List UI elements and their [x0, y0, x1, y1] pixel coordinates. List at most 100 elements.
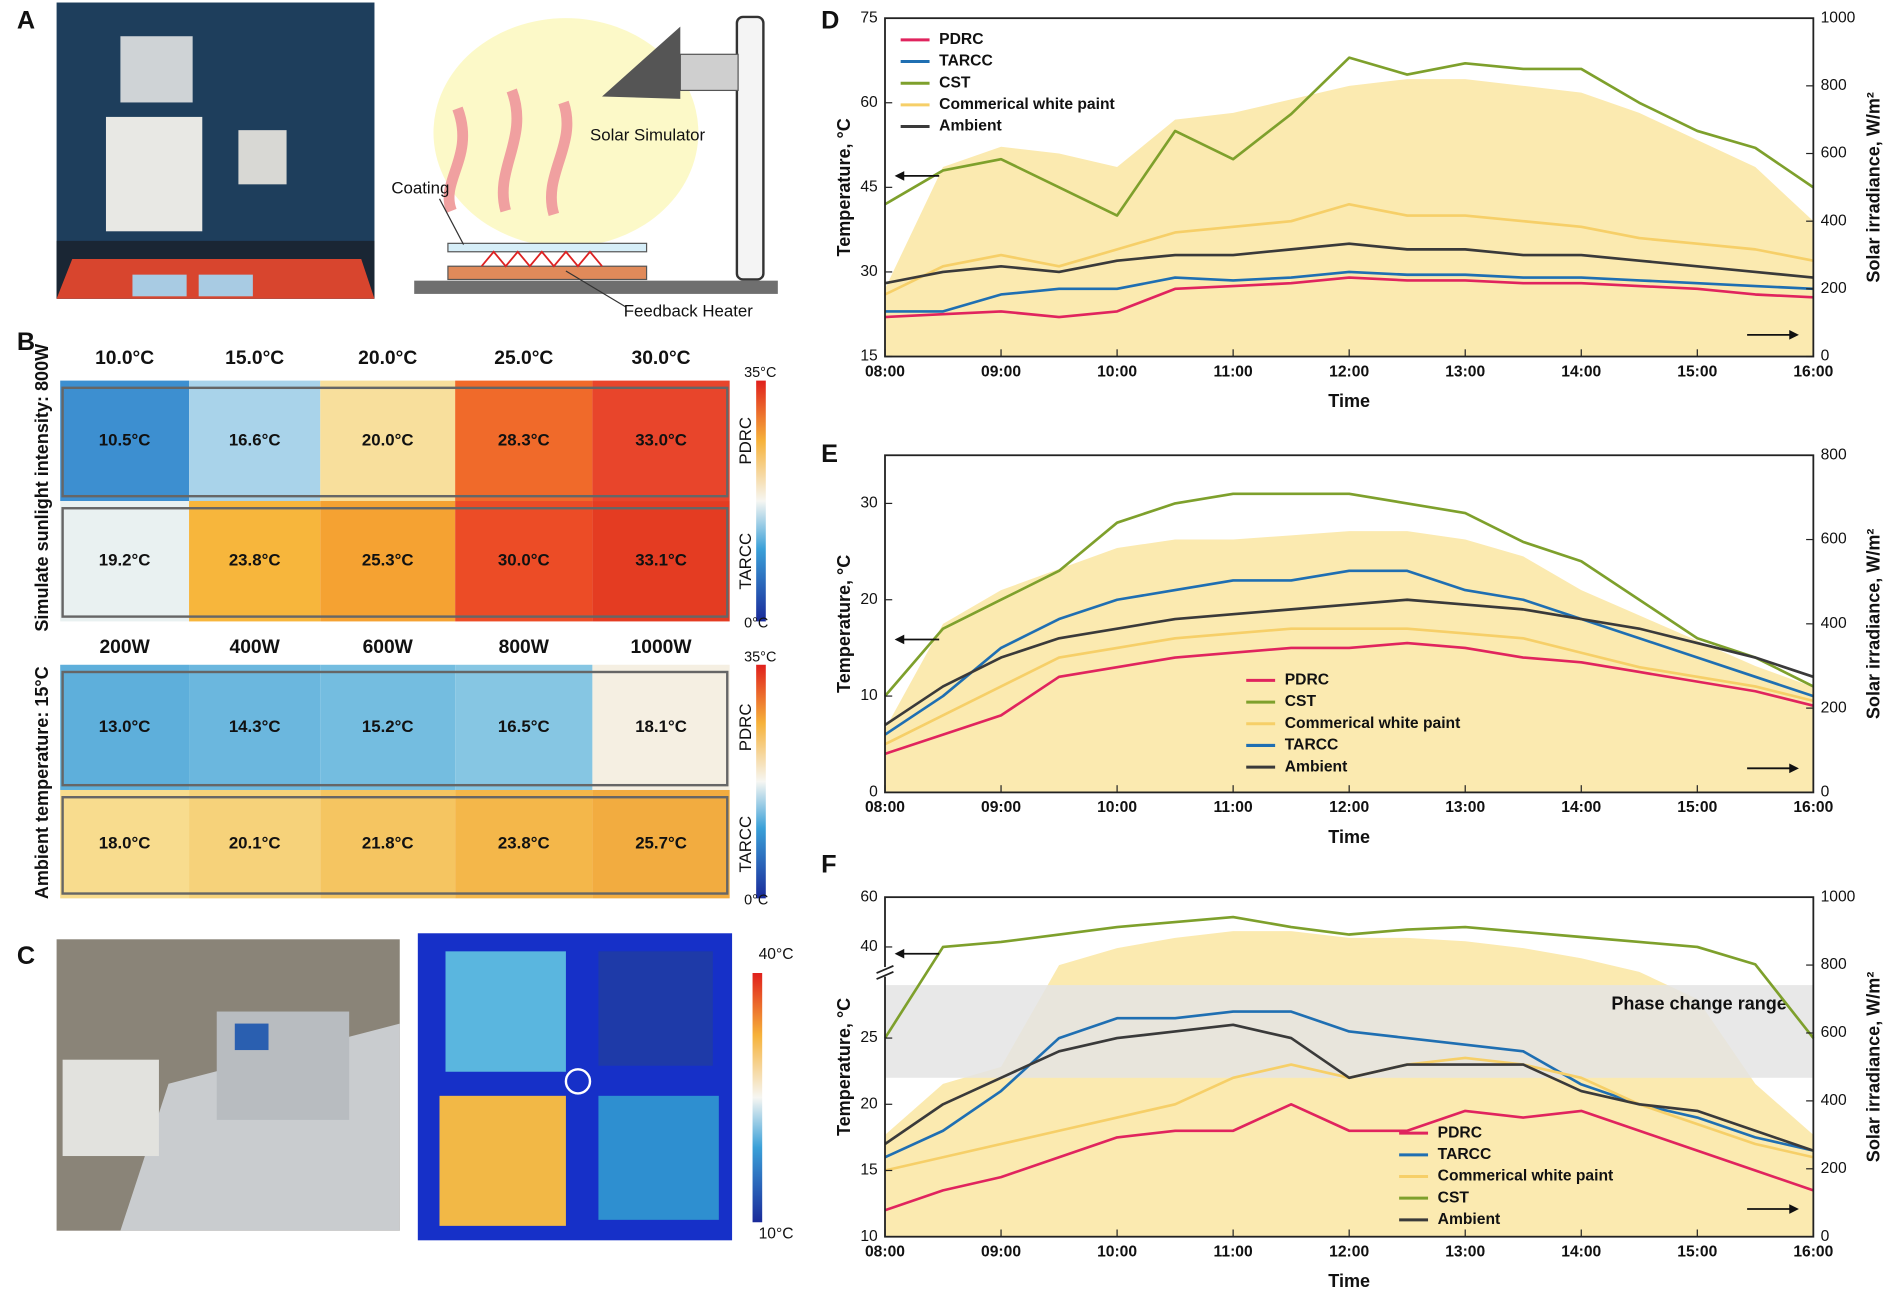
legend-label: Ambient — [939, 118, 1002, 135]
y-tick-label: 30 — [860, 263, 878, 280]
heat-wave — [443, 106, 468, 213]
heat-cell — [592, 501, 730, 622]
x-tick-label: 09:00 — [981, 363, 1021, 380]
y2-tick-label: 400 — [1821, 212, 1847, 229]
colorbar-label: 10°C — [759, 1225, 794, 1242]
y-tick-label: 0 — [869, 784, 878, 801]
y2-tick-label: 800 — [1821, 77, 1847, 94]
cell-label: 21.8°C — [362, 834, 414, 853]
cell-label: 23.8°C — [498, 834, 550, 853]
series-line — [884, 1023, 1814, 1152]
heat-cell — [60, 380, 190, 502]
cell-label: 18.1°C — [635, 717, 687, 736]
legend-label: PDRC — [1285, 672, 1329, 689]
column-header: 10.0°C — [95, 348, 154, 369]
colorbar-label: 0°C — [744, 616, 768, 632]
heat-cell — [189, 789, 321, 899]
annotation: Solar Simulator — [590, 126, 706, 145]
column-header: 15.0°C — [225, 348, 284, 369]
heat-cell — [189, 380, 321, 502]
cell-label: 25.3°C — [362, 551, 414, 570]
thermal-sample — [439, 1095, 566, 1226]
y2-tick-label: 1000 — [1821, 9, 1856, 26]
simulator — [602, 26, 681, 99]
y-tick-label: 60 — [860, 888, 878, 905]
x-tick-label: 08:00 — [865, 799, 905, 816]
cell-label: 16.5°C — [498, 717, 550, 736]
cell-label: 18.0°C — [99, 834, 151, 853]
colorbar-label: 35°C — [744, 649, 776, 665]
cell-label: 19.2°C — [99, 551, 151, 570]
heat-cell — [320, 380, 456, 502]
column-header: 25.0°C — [494, 348, 553, 369]
cell-label: 25.7°C — [635, 834, 687, 853]
colorbar-label: 40°C — [759, 946, 794, 963]
column-header: 200W — [99, 637, 150, 658]
x-tick-label: 12:00 — [1329, 363, 1369, 380]
y2-tick-label: 400 — [1821, 615, 1847, 632]
coating — [447, 242, 648, 253]
photo-device — [105, 116, 203, 232]
y2-tick-label: 800 — [1821, 446, 1847, 463]
heat-cell — [592, 380, 730, 502]
heat-cell — [60, 789, 190, 899]
irradiance-area — [885, 531, 1814, 793]
series-line — [884, 56, 1815, 217]
y2-tick-label: 0 — [1821, 1228, 1830, 1245]
x-axis-label: Time — [1328, 1271, 1370, 1291]
heat-wave — [497, 88, 523, 213]
x-tick-label: 12:00 — [1329, 799, 1369, 816]
cell-label: 13.0°C — [99, 717, 151, 736]
series-line — [884, 276, 1814, 319]
legend-label: Ambient — [1438, 1211, 1501, 1228]
x-tick-label: 11:00 — [1214, 1243, 1253, 1260]
y-tick-label: 30 — [860, 495, 878, 512]
heat-cell — [189, 664, 321, 790]
panel-label: F — [821, 851, 836, 879]
heat-cell — [320, 501, 456, 622]
legend-label: Commerical white paint — [1285, 715, 1461, 732]
x-tick-label: 10:00 — [1097, 1243, 1137, 1260]
y-axis-label: Temperature, °C — [834, 998, 854, 1136]
legend-label: CST — [1438, 1189, 1470, 1206]
x-tick-label: 09:00 — [981, 799, 1021, 816]
arrow-head — [1789, 330, 1799, 340]
legend-label: Commerical white paint — [1438, 1168, 1614, 1185]
heat-cell — [60, 501, 190, 622]
series-line — [884, 1010, 1814, 1159]
side-label: Ambient temperature: 15°C — [32, 666, 52, 899]
colorbar — [756, 380, 766, 622]
panel-label: B — [17, 328, 35, 356]
x-tick-label: 11:00 — [1214, 799, 1253, 816]
y2-tick-label: 1000 — [1821, 888, 1856, 905]
thermal-sample — [445, 951, 566, 1072]
row-label: PDRC — [736, 417, 755, 465]
colorbar-label: 0°C — [744, 893, 768, 909]
series-line — [884, 242, 1814, 285]
colorbar-label: 35°C — [744, 365, 776, 381]
y-tick-label: 15 — [860, 1162, 878, 1179]
x-tick-label: 15:00 — [1677, 799, 1717, 816]
heat-cell — [320, 789, 456, 899]
y-tick-label: 10 — [860, 687, 878, 704]
y2-tick-label: 200 — [1821, 699, 1847, 716]
x-tick-label: 09:00 — [981, 1243, 1021, 1260]
series-line — [884, 1102, 1814, 1212]
leader — [565, 270, 627, 308]
stand — [735, 15, 765, 281]
cell-label: 28.3°C — [498, 430, 550, 449]
irradiance-area — [885, 931, 1814, 1237]
y-tick-label: 75 — [860, 9, 878, 26]
column-header: 1000W — [631, 637, 693, 658]
heating-wire — [480, 250, 603, 268]
x-tick-label: 15:00 — [1677, 1243, 1717, 1260]
legend-label: Commerical white paint — [939, 96, 1115, 113]
panel-label: D — [821, 6, 839, 34]
irradiance-area — [885, 79, 1814, 357]
x-tick-label: 08:00 — [865, 363, 905, 380]
y-axis-label: Temperature, °C — [834, 118, 854, 256]
y2-tick-label: 0 — [1821, 784, 1830, 801]
legend-label: TARCC — [939, 53, 993, 70]
arrow-head — [894, 634, 905, 645]
